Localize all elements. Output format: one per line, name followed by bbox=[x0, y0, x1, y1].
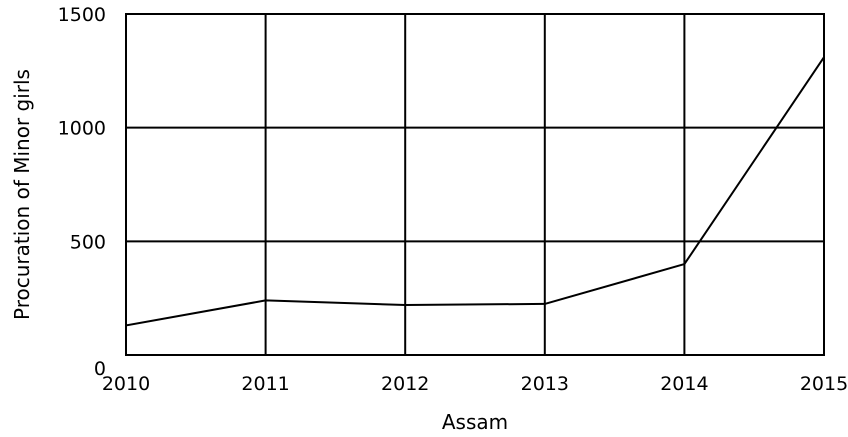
y-tick-label: 1500 bbox=[58, 4, 106, 26]
series-layer bbox=[125, 56, 825, 327]
x-axis-title: Assam bbox=[442, 410, 508, 434]
y-tick-label: 0 bbox=[94, 358, 106, 380]
x-tick-label: 2010 bbox=[102, 373, 150, 395]
series-line bbox=[125, 56, 825, 327]
x-tick-label: 2013 bbox=[521, 373, 569, 395]
plot-frame bbox=[125, 13, 825, 356]
x-tick-label: 2015 bbox=[800, 373, 848, 395]
x-tick-labels: 2010 2011 2012 2013 2014 2015 bbox=[102, 373, 848, 395]
x-tick-label: 2011 bbox=[241, 373, 289, 395]
y-tick-labels: 0 500 1000 1500 bbox=[58, 4, 106, 380]
y-axis-title: Procuration of Minor girls bbox=[10, 69, 34, 320]
y-tick-label: 500 bbox=[70, 231, 106, 253]
x-tick-label: 2012 bbox=[381, 373, 429, 395]
x-tick-label: 2014 bbox=[660, 373, 708, 395]
grid-lines bbox=[126, 14, 824, 355]
y-tick-label: 1000 bbox=[58, 118, 106, 140]
